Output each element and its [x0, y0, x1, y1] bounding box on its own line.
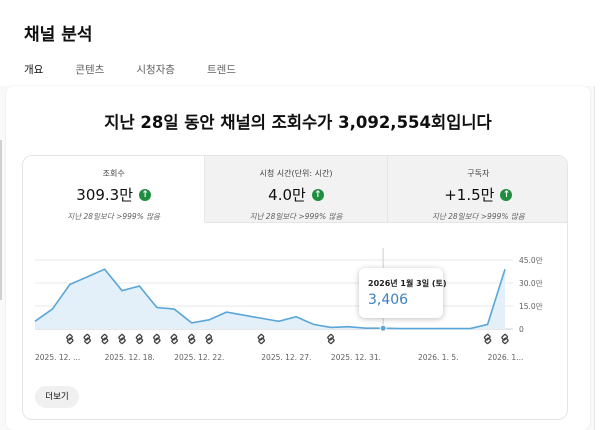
arrow-up-icon: ↑ [139, 188, 152, 201]
more-button[interactable]: 더보기 [35, 386, 79, 408]
metric-watch-time-label: 시청 시간(단위: 시간) [259, 169, 333, 178]
metric-views-change: 지난 28일보다 >999% 많음 [67, 212, 161, 221]
tab-trends[interactable]: 트렌드 [206, 64, 236, 76]
arrow-up-icon: ↑ [311, 188, 324, 201]
metric-subscribers-value-row: +1.5만 ↑ [388, 184, 567, 205]
metric-watch-time-change: 지난 28일보다 >999% 많음 [249, 212, 343, 221]
tab-audience[interactable]: 시청자층 [136, 64, 175, 76]
metric-subscribers-change: 지난 28일보다 >999% 많음 [431, 212, 525, 221]
tab-overview[interactable]: 개요 [24, 62, 44, 89]
metric-watch-time-value: 4.0만 [268, 186, 306, 204]
metric-views-value-row: 309.3만 ↑ [23, 184, 204, 205]
metric-watch-time[interactable]: 시청 시간(단위: 시간) 4.0만 ↑ 지난 28일보다 >999% 많음 [205, 156, 388, 223]
header-bar: 채널 분석 개요 콘텐츠 시청자층 트렌드 [0, 0, 600, 89]
metric-views-value: 309.3만 [76, 186, 134, 204]
page-title: 채널 분석 [24, 25, 93, 45]
tab-content[interactable]: 콘텐츠 [75, 64, 105, 76]
chart-tooltip: 2026년 1월 3일 (토) 3,406 [359, 268, 447, 318]
left-scroll-rail [0, 140, 2, 300]
metric-views[interactable]: 조회수 309.3만 ↑ 지난 28일보다 >999% 많음 [23, 156, 206, 223]
metric-views-label: 조회수 [102, 169, 125, 178]
tooltip-value: 3,406 [368, 292, 409, 308]
views-headline: 지난 28일 동안 채널의 조회수가 3,092,554회입니다 [104, 113, 492, 132]
metrics-chart-panel: 조회수 309.3만 ↑ 지난 28일보다 >999% 많음 시청 시간(단위:… [22, 155, 568, 420]
metric-subscribers-label: 구독자 [467, 169, 490, 178]
metric-subscribers-value: +1.5만 [444, 186, 495, 204]
side-panel-edge [594, 86, 600, 430]
tab-bar: 개요 콘텐츠 시청자층 트렌드 [24, 62, 268, 89]
metric-watch-time-value-row: 4.0만 ↑ [205, 184, 386, 205]
arrow-up-icon: ↑ [500, 188, 513, 201]
metric-tabs: 조회수 309.3만 ↑ 지난 28일보다 >999% 많음 시청 시간(단위:… [23, 156, 567, 223]
metric-subscribers[interactable]: 구독자 +1.5만 ↑ 지난 28일보다 >999% 많음 [387, 156, 567, 223]
tooltip-date: 2026년 1월 3일 (토) [368, 279, 447, 288]
